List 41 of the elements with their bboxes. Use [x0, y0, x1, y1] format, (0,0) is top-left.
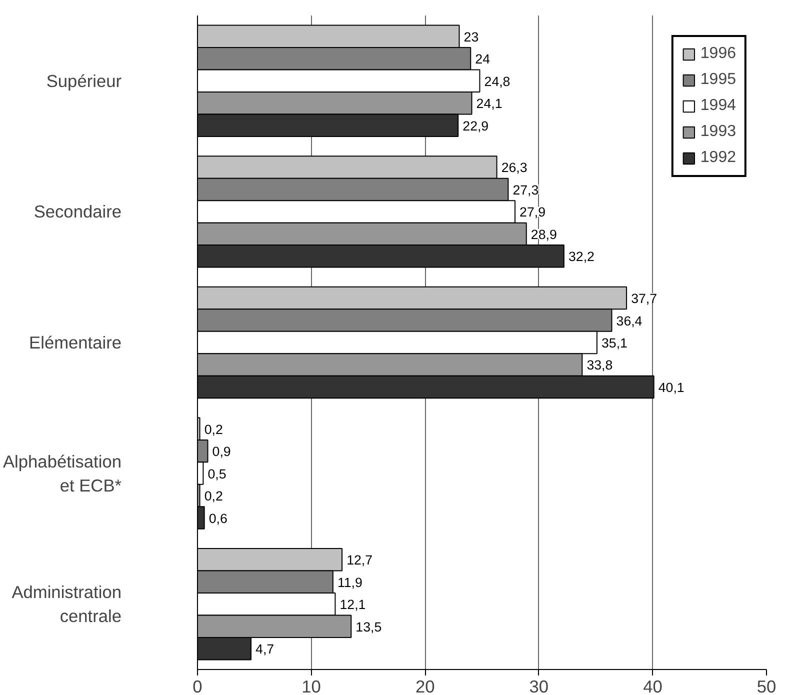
y-tick-label: Secondaire — [34, 202, 122, 222]
data-label: 12,7 — [346, 552, 373, 568]
data-label: 4,7 — [256, 642, 274, 657]
x-tick-label: 10 — [302, 676, 321, 695]
y-tick-label: Alphabétisation et ECB* — [3, 451, 122, 496]
legend-label: 1993 — [700, 123, 736, 141]
data-label: 22,9 — [462, 118, 489, 134]
data-label: 24,1 — [476, 96, 502, 112]
data-label: 35,1 — [601, 336, 628, 350]
data-label: 0,6 — [208, 510, 228, 526]
x-tick-label: 20 — [415, 676, 435, 695]
legend-label: 1992 — [700, 149, 736, 167]
legend-label: 1995 — [700, 71, 736, 89]
y-tick-label: Administration centrale — [12, 582, 122, 626]
y-tick-label: Elémentaire — [29, 332, 122, 352]
data-label: 0,2 — [204, 422, 223, 437]
legend-label: 1994 — [700, 97, 736, 115]
data-label: 24,8 — [484, 74, 510, 89]
data-label: 0,2 — [204, 488, 223, 504]
x-tick-label: 40 — [643, 676, 662, 695]
data-label: 27,3 — [512, 182, 539, 198]
data-label: 0,9 — [212, 444, 231, 460]
x-tick-label: 0 — [192, 676, 202, 695]
data-label: 33,8 — [586, 358, 613, 373]
data-label: 27,9 — [520, 204, 546, 220]
data-label: 32,2 — [568, 249, 594, 264]
data-label: 36,4 — [616, 313, 643, 328]
data-label: 28,9 — [530, 226, 557, 242]
x-tick-label: 30 — [529, 676, 549, 695]
data-label: 23 — [464, 29, 479, 44]
data-label: 26,3 — [501, 160, 528, 176]
data-label: 24 — [475, 52, 491, 67]
data-label: 13,5 — [356, 619, 382, 634]
legend-label: 1996 — [700, 45, 736, 63]
data-label: 0,5 — [208, 466, 226, 482]
data-label: 12,1 — [340, 597, 366, 612]
data-label: 11,9 — [337, 574, 362, 590]
data-label: 40,1 — [658, 380, 684, 395]
data-label: 37,7 — [631, 291, 658, 306]
x-tick-label: 50 — [756, 676, 776, 695]
y-tick-label: Supérieur — [46, 70, 122, 91]
